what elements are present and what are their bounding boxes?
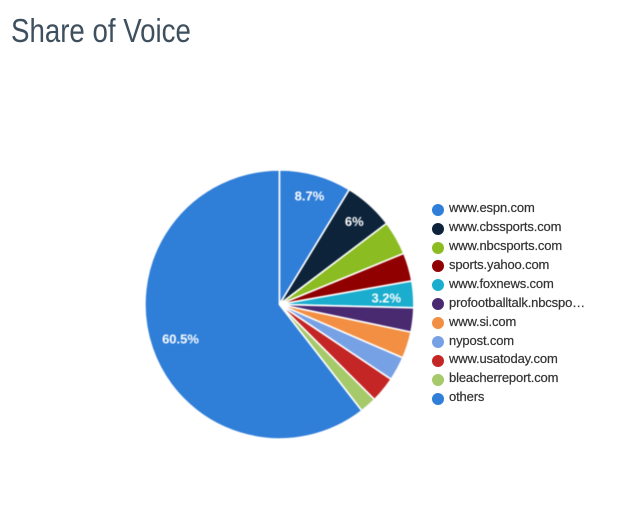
svg-text:60.5%: 60.5% [162, 332, 199, 347]
svg-text:3.2%: 3.2% [371, 291, 401, 306]
svg-text:8.7%: 8.7% [295, 189, 325, 204]
svg-text:6%: 6% [345, 214, 364, 229]
